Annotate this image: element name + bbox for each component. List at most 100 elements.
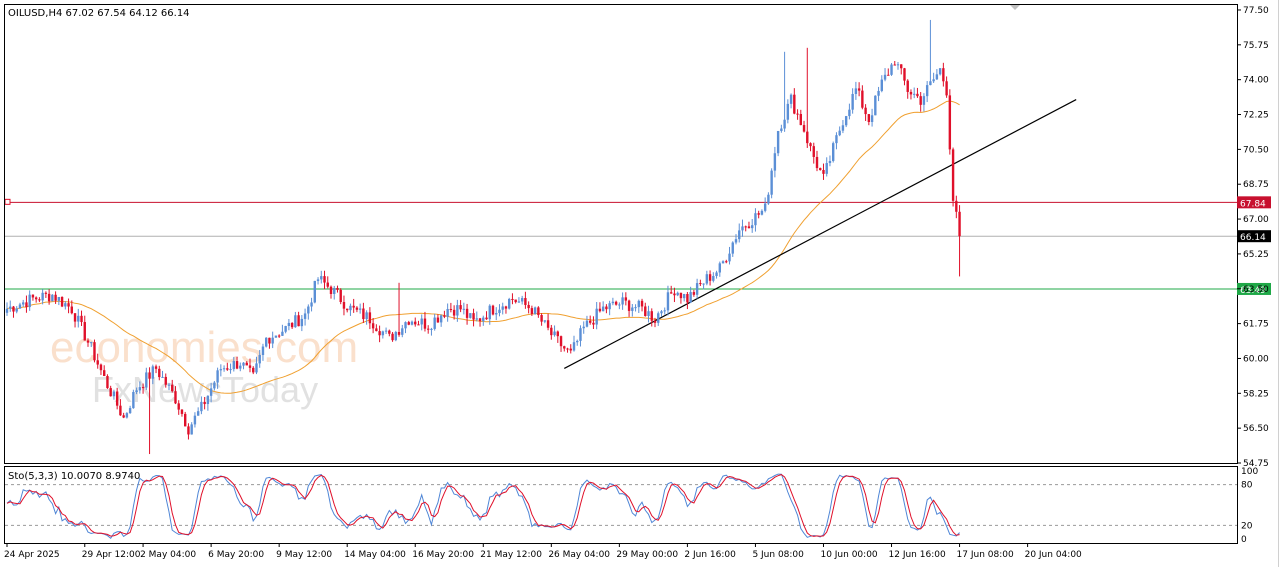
candle: [799, 109, 802, 126]
candle: [932, 72, 935, 83]
candle: [682, 293, 686, 302]
candle: [161, 370, 164, 378]
trendline[interactable]: [564, 99, 1077, 369]
candle: [112, 389, 116, 400]
candle: [906, 79, 909, 99]
candle: [174, 386, 177, 405]
candle: [239, 362, 242, 372]
candle: [913, 87, 916, 99]
candle: [145, 367, 148, 391]
candle: [86, 338, 90, 347]
candle: [274, 335, 278, 338]
y-tick-label: 61.75: [1243, 320, 1269, 330]
y-tick-label: 70.50: [1243, 145, 1269, 155]
candle: [73, 313, 77, 328]
candle: [31, 294, 35, 301]
candle: [566, 347, 569, 353]
candle: [702, 283, 705, 290]
candle: [556, 330, 559, 343]
candle: [323, 270, 326, 290]
candle: [773, 146, 777, 178]
candle: [721, 260, 725, 264]
candle: [929, 19, 932, 86]
candle: [592, 316, 595, 329]
candle: [844, 115, 848, 128]
candle: [203, 397, 206, 410]
candle: [310, 297, 313, 312]
candle: [475, 311, 478, 322]
candle: [15, 306, 18, 314]
candle: [171, 379, 174, 393]
candle: [585, 315, 589, 328]
candle: [268, 337, 271, 349]
candle: [177, 400, 180, 415]
candle: [346, 308, 349, 313]
candle: [103, 365, 106, 377]
candle: [854, 81, 858, 100]
candle: [504, 305, 508, 314]
candle: [5, 302, 9, 316]
candle: [763, 197, 767, 213]
candle: [893, 60, 896, 66]
candle: [789, 93, 793, 109]
candle: [796, 109, 799, 120]
candle: [209, 382, 213, 403]
price-label-bg-67.84: [1237, 196, 1271, 209]
price-label-66.14: 66.14: [1240, 233, 1266, 243]
candle: [277, 334, 281, 338]
stoch-y-label: 80: [1241, 481, 1253, 491]
candle: [780, 124, 783, 133]
candle: [70, 300, 73, 315]
candle: [673, 287, 676, 303]
candle: [624, 292, 628, 306]
candle: [336, 285, 339, 293]
candle: [25, 295, 28, 313]
candle: [715, 270, 718, 279]
y-tick-label: 63.50: [1243, 285, 1269, 295]
scroll-marker-icon[interactable]: [1010, 5, 1020, 10]
candle: [601, 301, 605, 312]
candle: [757, 210, 760, 219]
candle: [883, 68, 887, 82]
candle: [12, 305, 15, 318]
candle: [54, 291, 57, 304]
candle: [64, 301, 67, 310]
candle: [666, 285, 670, 316]
candle: [754, 208, 757, 232]
y-tick-label: 56.50: [1243, 424, 1269, 434]
candle: [598, 302, 602, 313]
candle: [430, 327, 433, 336]
candle: [22, 299, 25, 307]
candle: [446, 303, 449, 322]
axes: 67.84 66.14 63.49 77.50 75.75 74.00 72.25 70.50…: [4, 6, 1271, 560]
candle: [699, 279, 702, 287]
main-pane: [4, 19, 1237, 455]
candle: [890, 62, 893, 76]
line-handle[interactable]: [4, 198, 11, 205]
candle: [252, 366, 255, 375]
candle: [501, 302, 504, 315]
candle: [731, 241, 734, 257]
candle: [99, 363, 103, 375]
x-tick-label: 21 May 12:00: [480, 550, 542, 560]
y-tick-label: 58.25: [1243, 389, 1269, 399]
candle: [391, 332, 394, 342]
candle: [870, 108, 874, 127]
y-tick-label: 65.25: [1243, 250, 1269, 260]
candle: [38, 297, 41, 303]
candle: [106, 374, 109, 389]
candle: [605, 304, 608, 314]
candle: [307, 304, 310, 320]
candle: [579, 325, 582, 347]
candle: [232, 356, 235, 372]
y-tick-label: 75.75: [1243, 41, 1269, 51]
candle: [193, 412, 197, 428]
candle: [916, 87, 919, 98]
candle: [527, 301, 530, 314]
candle: [725, 259, 728, 264]
candle: [258, 349, 261, 368]
candle: [60, 296, 64, 308]
candle: [235, 356, 239, 370]
candle: [300, 314, 304, 332]
